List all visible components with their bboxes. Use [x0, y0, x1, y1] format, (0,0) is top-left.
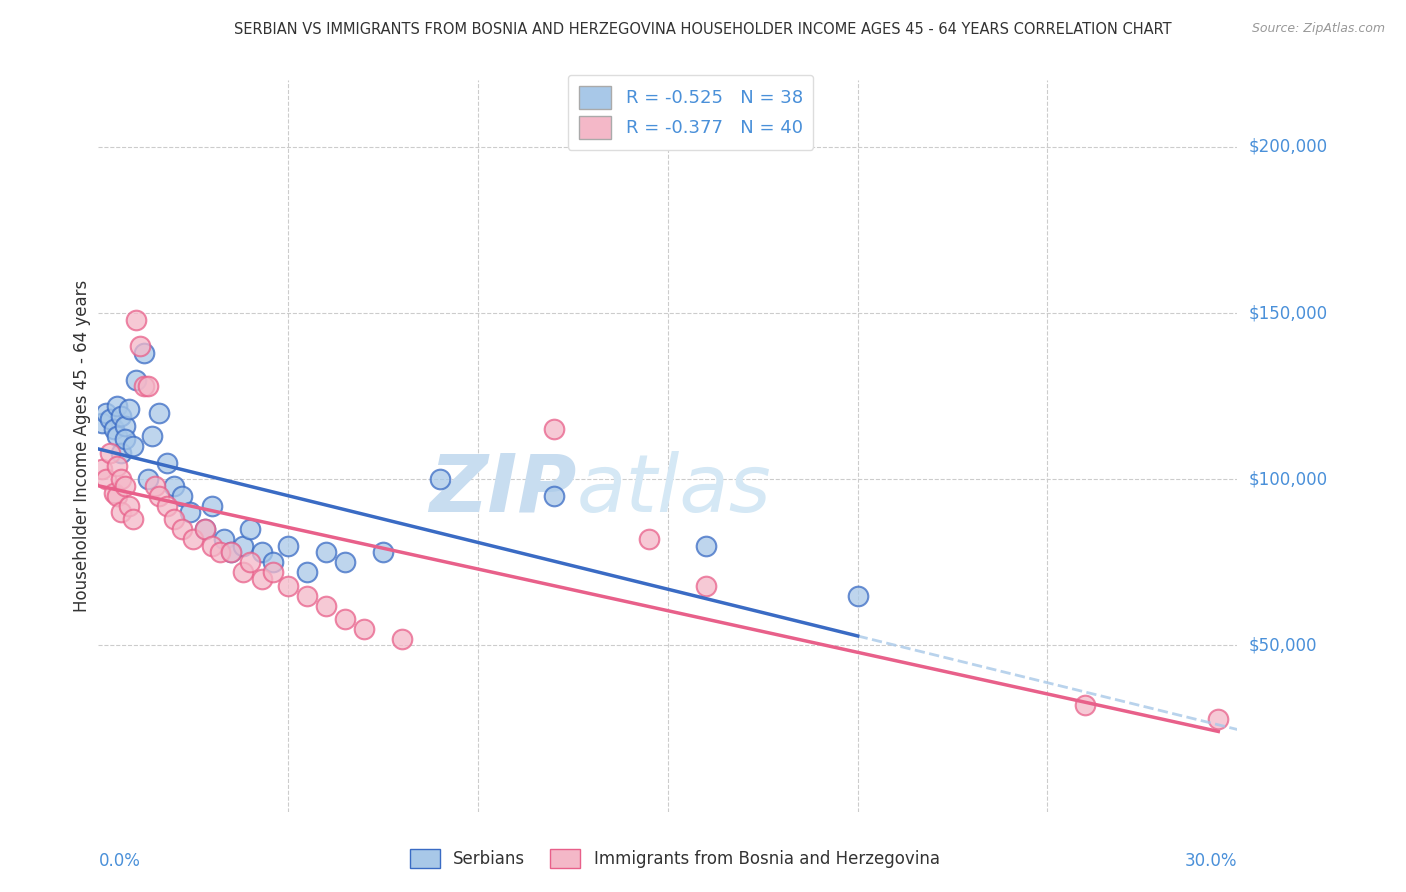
- Point: [353, 622, 375, 636]
- Point: [391, 632, 413, 646]
- Point: [239, 522, 262, 536]
- Point: [94, 406, 117, 420]
- Point: [103, 485, 125, 500]
- Point: [110, 506, 132, 520]
- Point: [156, 499, 179, 513]
- Point: [94, 472, 117, 486]
- Point: [121, 439, 143, 453]
- Point: [250, 545, 273, 559]
- Legend: R = -0.525   N = 38, R = -0.377   N = 40: R = -0.525 N = 38, R = -0.377 N = 40: [568, 75, 814, 150]
- Point: [110, 445, 132, 459]
- Text: $100,000: $100,000: [1249, 470, 1327, 488]
- Point: [638, 532, 661, 546]
- Point: [297, 566, 319, 580]
- Text: atlas: atlas: [576, 450, 772, 529]
- Text: SERBIAN VS IMMIGRANTS FROM BOSNIA AND HERZEGOVINA HOUSEHOLDER INCOME AGES 45 - 6: SERBIAN VS IMMIGRANTS FROM BOSNIA AND HE…: [235, 22, 1171, 37]
- Point: [156, 456, 179, 470]
- Point: [163, 479, 186, 493]
- Point: [846, 589, 869, 603]
- Point: [98, 445, 121, 459]
- Point: [91, 416, 114, 430]
- Point: [170, 522, 193, 536]
- Point: [118, 499, 141, 513]
- Point: [129, 339, 152, 353]
- Point: [212, 532, 235, 546]
- Point: [1208, 712, 1230, 726]
- Point: [98, 412, 121, 426]
- Point: [107, 489, 129, 503]
- Point: [262, 566, 284, 580]
- Point: [132, 379, 155, 393]
- Point: [239, 555, 262, 569]
- Point: [107, 458, 129, 473]
- Point: [121, 512, 143, 526]
- Point: [107, 399, 129, 413]
- Point: [194, 522, 217, 536]
- Point: [1074, 698, 1097, 713]
- Point: [141, 429, 163, 443]
- Point: [208, 545, 231, 559]
- Text: 30.0%: 30.0%: [1185, 852, 1237, 870]
- Point: [163, 512, 186, 526]
- Point: [201, 499, 224, 513]
- Point: [315, 545, 337, 559]
- Point: [315, 599, 337, 613]
- Point: [132, 346, 155, 360]
- Point: [194, 522, 217, 536]
- Point: [221, 545, 243, 559]
- Point: [118, 402, 141, 417]
- Point: [232, 566, 254, 580]
- Point: [170, 489, 193, 503]
- Point: [695, 579, 717, 593]
- Point: [91, 462, 114, 476]
- Point: [335, 555, 357, 569]
- Point: [114, 419, 136, 434]
- Point: [110, 472, 132, 486]
- Point: [148, 489, 170, 503]
- Text: ZIP: ZIP: [429, 450, 576, 529]
- Point: [335, 612, 357, 626]
- Point: [125, 372, 148, 386]
- Point: [250, 572, 273, 586]
- Point: [136, 379, 159, 393]
- Point: [179, 506, 201, 520]
- Point: [543, 489, 565, 503]
- Point: [429, 472, 451, 486]
- Point: [136, 472, 159, 486]
- Point: [103, 422, 125, 436]
- Legend: Serbians, Immigrants from Bosnia and Herzegovina: Serbians, Immigrants from Bosnia and Her…: [404, 842, 946, 875]
- Point: [277, 539, 299, 553]
- Text: $150,000: $150,000: [1249, 304, 1327, 322]
- Y-axis label: Householder Income Ages 45 - 64 years: Householder Income Ages 45 - 64 years: [73, 280, 91, 612]
- Point: [695, 539, 717, 553]
- Point: [110, 409, 132, 423]
- Point: [297, 589, 319, 603]
- Point: [125, 312, 148, 326]
- Point: [183, 532, 205, 546]
- Point: [114, 433, 136, 447]
- Point: [148, 406, 170, 420]
- Point: [201, 539, 224, 553]
- Point: [262, 555, 284, 569]
- Text: $200,000: $200,000: [1249, 137, 1327, 156]
- Point: [277, 579, 299, 593]
- Text: Source: ZipAtlas.com: Source: ZipAtlas.com: [1251, 22, 1385, 36]
- Point: [232, 539, 254, 553]
- Text: $50,000: $50,000: [1249, 637, 1317, 655]
- Point: [107, 429, 129, 443]
- Point: [221, 545, 243, 559]
- Point: [371, 545, 394, 559]
- Point: [543, 422, 565, 436]
- Text: 0.0%: 0.0%: [98, 852, 141, 870]
- Point: [114, 479, 136, 493]
- Point: [145, 479, 167, 493]
